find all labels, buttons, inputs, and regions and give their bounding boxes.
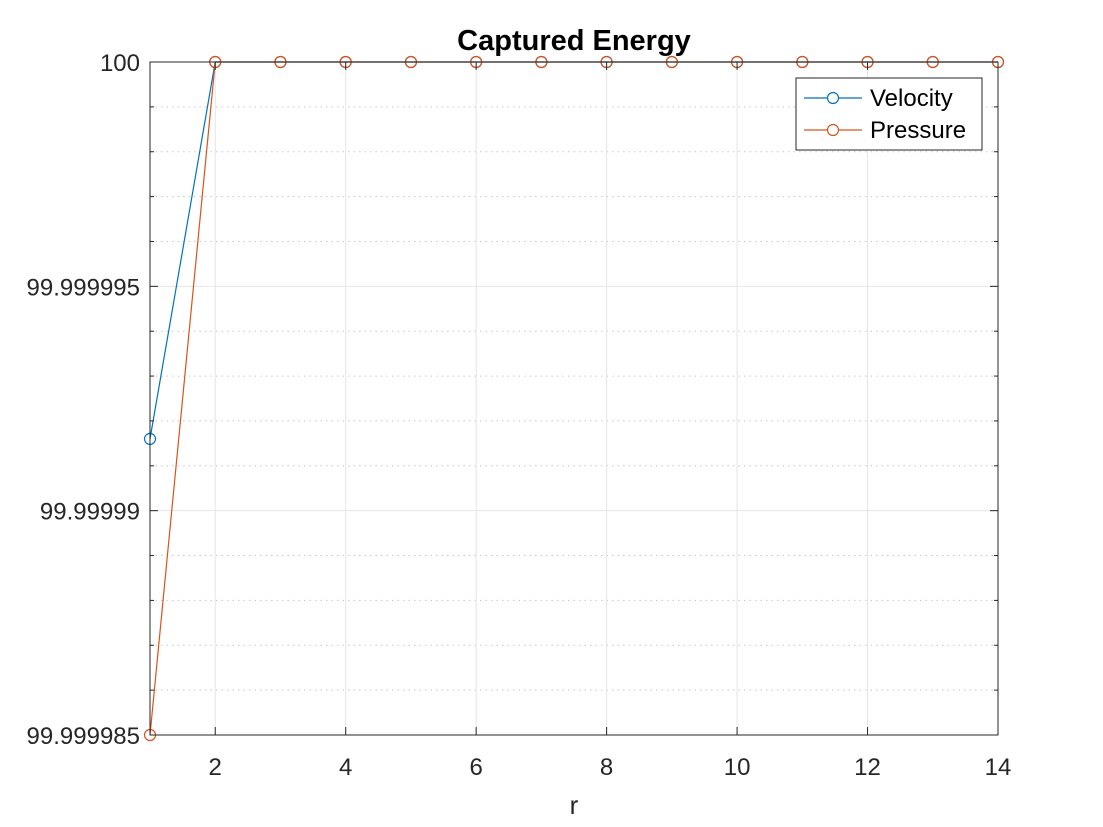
x-tick-label: 4 xyxy=(339,754,352,781)
x-tick-label: 10 xyxy=(724,754,751,781)
legend-label: Velocity xyxy=(870,85,953,112)
legend-marker xyxy=(826,91,840,105)
x-tick-label: 2 xyxy=(209,754,222,781)
x-tick-label: 8 xyxy=(600,754,613,781)
legend: Velocity Pressure xyxy=(795,77,983,151)
legend-label: Pressure xyxy=(870,117,966,144)
plot-frame xyxy=(149,61,999,736)
x-tick-labels: 2 4 6 8 10 12 14 xyxy=(209,754,1012,781)
chart-title: Captured Energy xyxy=(457,25,691,57)
legend-item-pressure: Pressure xyxy=(804,117,966,144)
series-line xyxy=(149,61,998,736)
series-pressure xyxy=(143,55,1005,742)
x-tick-label: 6 xyxy=(469,754,482,781)
legend-item-velocity: Velocity xyxy=(804,85,953,112)
x-tick-label: 14 xyxy=(985,754,1012,781)
legend-box xyxy=(795,77,983,151)
y-tick-label: 99.999985 xyxy=(27,723,140,750)
legend-marker xyxy=(826,123,840,137)
major-grid xyxy=(150,61,999,736)
x-axis-label: r xyxy=(570,790,579,820)
y-tick-labels: 99.999985 99.99999 99.999995 100 xyxy=(27,50,140,750)
x-tick-label: 12 xyxy=(854,754,881,781)
y-tick-label: 99.999995 xyxy=(27,274,140,301)
series-layer xyxy=(143,55,1005,742)
minor-grid xyxy=(150,106,998,691)
axis-ticks xyxy=(150,61,999,736)
y-tick-label: 99.99999 xyxy=(40,499,140,526)
y-tick-label: 100 xyxy=(100,50,140,77)
